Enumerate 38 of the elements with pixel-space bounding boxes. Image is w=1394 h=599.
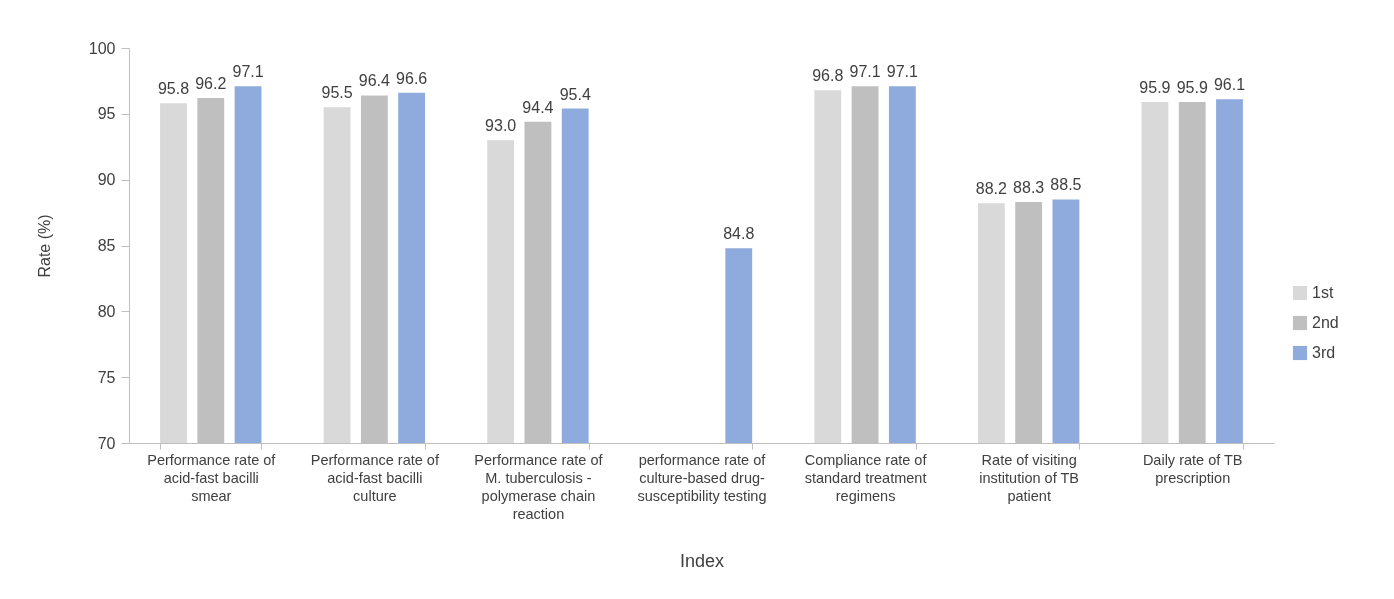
data-label: 95.9 [1139, 78, 1171, 96]
data-label: 93.0 [485, 117, 517, 135]
data-label: 95.4 [559, 85, 591, 103]
data-label: 95.9 [1176, 78, 1208, 96]
data-label: 97.1 [849, 63, 881, 81]
legend-label: 2nd [1312, 314, 1339, 331]
data-label: 97.1 [232, 63, 264, 81]
data-label: 95.8 [157, 80, 190, 98]
x-tick-label: Performance rate of acid-fast bacilli smear [147, 451, 277, 504]
x-tick-label: performance rate of culture-based drug-susceptibility testing [637, 451, 767, 504]
data-label: 94.4 [522, 98, 554, 116]
y-tick-label: 95 [97, 105, 116, 123]
data-label: 97.1 [886, 63, 919, 81]
data-label: 96.6 [396, 69, 428, 87]
y-tick-label: 75 [97, 368, 116, 386]
data-label: 88.3 [1013, 179, 1045, 197]
data-label: 95.5 [321, 84, 353, 102]
x-tick-label: Performance rate of M. tuberculosis - polymerase chain reaction [474, 451, 604, 522]
y-tick-label: 100 [88, 39, 116, 57]
data-label: 96.1 [1213, 76, 1246, 94]
x-tick-label: Rate of visiting institution of TB patient [979, 451, 1079, 504]
data-label: 88.2 [975, 180, 1008, 198]
x-axis-title: Index [679, 551, 725, 571]
legend-label: 1st [1312, 284, 1334, 301]
x-tick-label: Performance rate of acid-fast bacilli culture [310, 451, 440, 504]
y-tick-label: 85 [97, 237, 116, 254]
x-tick-label: Compliance rate of standard treatment regimens [804, 451, 928, 504]
y-axis-title: Rate (%) [35, 214, 53, 278]
data-label: 96.8 [812, 67, 844, 85]
y-tick-label: 90 [97, 171, 116, 189]
legend-label: 3rd [1312, 344, 1336, 361]
y-tick-label: 70 [97, 434, 116, 452]
y-tick-label: 80 [97, 302, 116, 320]
data-label: 88.5 [1050, 176, 1082, 194]
data-label: 84.8 [723, 225, 755, 243]
data-label: 96.4 [358, 72, 391, 90]
x-tick-label: Daily rate of TB prescription [1142, 451, 1243, 486]
data-label: 96.2 [195, 75, 227, 93]
